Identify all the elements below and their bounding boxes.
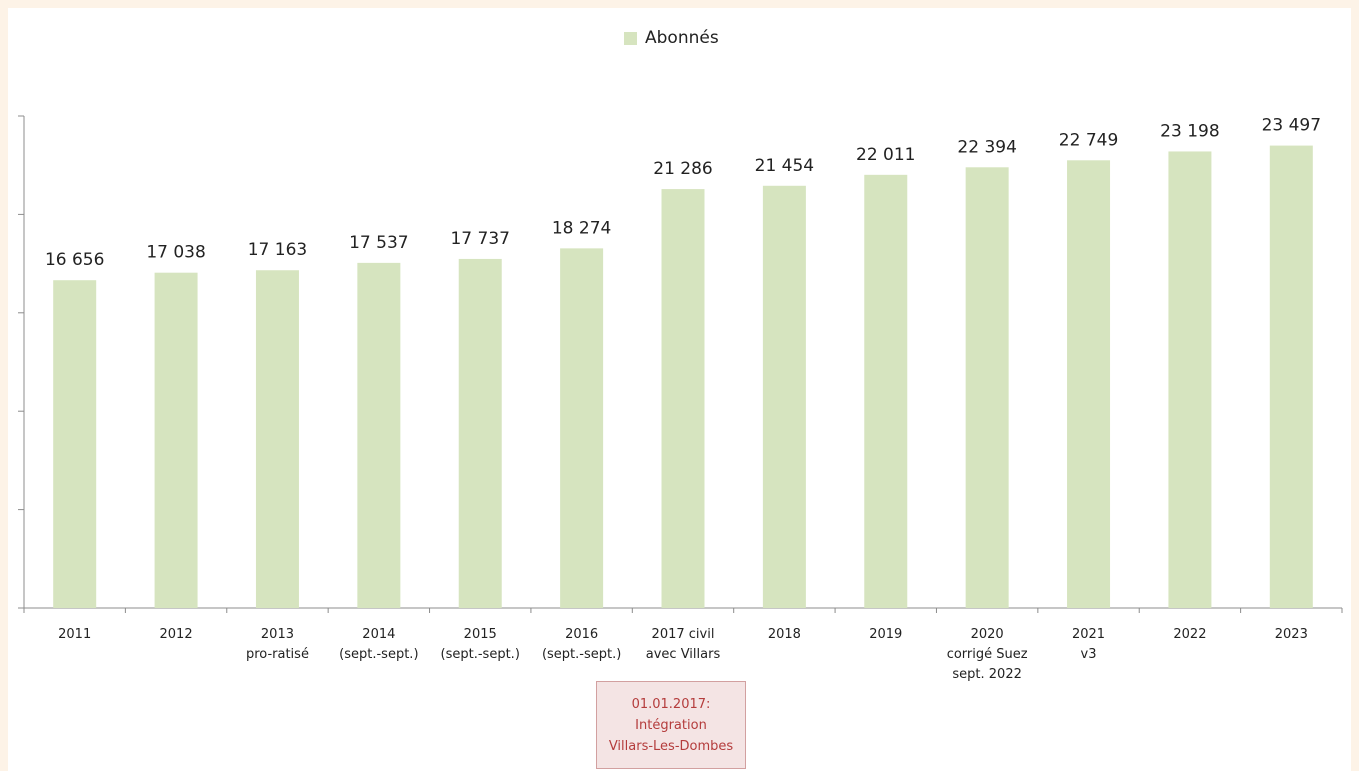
x-tick-label: 2018 [768, 627, 801, 642]
bar [154, 272, 198, 608]
bar [762, 185, 806, 608]
data-label: 17 038 [146, 243, 205, 263]
legend-label: Abonnés [645, 28, 719, 48]
x-tick-label: 2022 [1173, 627, 1206, 642]
bar [864, 174, 908, 608]
chart-legend: Abonnés [624, 26, 719, 50]
data-label: 18 274 [552, 218, 611, 238]
bar [255, 270, 299, 608]
x-tick-label: 2017 civil avec Villars [646, 627, 721, 662]
x-tick-label: 2015 (sept.-sept.) [441, 627, 520, 662]
bar [357, 262, 401, 608]
bar [1168, 151, 1212, 608]
x-tick-label: 2020 corrigé Suez sept. 2022 [947, 627, 1028, 682]
data-label: 21 454 [755, 156, 814, 176]
data-label: 22 749 [1059, 130, 1118, 150]
data-label: 23 497 [1262, 116, 1321, 136]
data-label: 22 011 [856, 145, 915, 165]
bar [458, 258, 502, 608]
data-label: 17 737 [450, 229, 509, 249]
bar [1269, 145, 1313, 608]
x-tick-label: 2013 pro-ratisé [246, 627, 309, 662]
x-tick-label: 2021 v3 [1072, 627, 1105, 662]
x-tick-label: 2014 (sept.-sept.) [339, 627, 418, 662]
data-label: 21 286 [653, 159, 712, 179]
bar [965, 167, 1009, 609]
bar [53, 280, 97, 608]
data-label: 23 198 [1160, 121, 1219, 141]
data-label: 16 656 [45, 250, 104, 270]
x-tick-label: 2012 [160, 627, 193, 642]
data-label: 17 163 [248, 240, 307, 260]
data-label: 22 394 [957, 137, 1016, 157]
bar [560, 248, 604, 608]
legend-swatch [624, 31, 637, 45]
x-tick-label: 2011 [58, 627, 91, 642]
x-tick-label: 2016 (sept.-sept.) [542, 627, 621, 662]
data-label: 17 537 [349, 233, 408, 253]
x-tick-label: 2023 [1275, 627, 1308, 642]
bar [661, 189, 705, 608]
bar [1067, 160, 1111, 608]
x-tick-label: 2019 [869, 627, 902, 642]
annotation-box: 01.01.2017: Intégration Villars-Les-Domb… [596, 681, 746, 769]
